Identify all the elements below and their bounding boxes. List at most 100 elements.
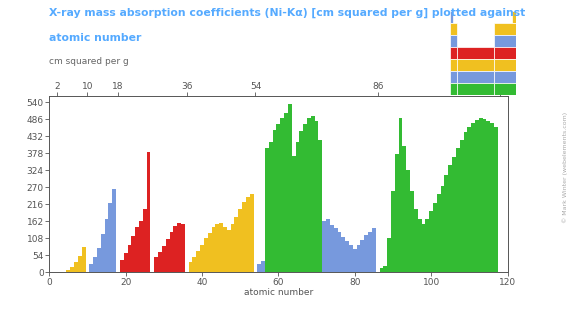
Bar [326,219,330,272]
Bar [361,240,364,272]
Bar [200,245,204,272]
Bar [311,116,315,272]
Bar [322,220,326,272]
Bar [97,248,101,272]
Bar [448,165,452,272]
Bar [269,142,273,272]
Bar [89,264,93,272]
Bar [437,194,441,272]
Bar [212,227,215,272]
Bar [357,245,361,272]
Bar [113,189,116,272]
Bar [338,232,342,272]
Bar [193,257,196,272]
Bar [93,257,97,272]
Bar [154,257,158,272]
Bar [494,23,516,35]
Bar [460,140,463,272]
Bar [292,156,296,272]
Bar [398,118,403,272]
Bar [219,223,223,272]
Bar [425,219,429,272]
Bar [494,127,498,272]
Bar [242,202,246,272]
Bar [246,197,250,272]
Bar [143,209,147,272]
Bar [457,47,494,59]
Bar [429,211,433,272]
Bar [303,124,307,272]
Bar [258,264,261,272]
Bar [234,217,238,272]
Bar [101,234,104,272]
Bar [450,23,457,35]
Bar [372,228,376,272]
Bar [108,203,113,272]
Bar [74,262,78,272]
Bar [284,113,288,272]
Bar [231,224,234,272]
Bar [513,11,516,23]
Text: X-ray mass absorption coefficients (Ni-Kα) [cm squared per g] plotted against: X-ray mass absorption coefficients (Ni-K… [49,8,525,18]
Bar [379,268,383,272]
Bar [82,247,86,272]
Bar [483,119,487,272]
Bar [457,83,494,94]
Bar [104,219,108,272]
Bar [467,127,471,272]
X-axis label: atomic number: atomic number [244,289,313,297]
Bar [273,130,277,272]
Bar [450,47,457,59]
Bar [368,232,372,272]
Bar [70,267,74,272]
Bar [169,232,173,272]
Bar [132,236,135,272]
Bar [391,191,395,272]
Bar [433,203,437,272]
Bar [418,219,422,272]
Bar [450,35,457,47]
Bar [450,83,457,94]
Bar [349,245,353,272]
Bar [238,209,242,272]
Bar [177,223,181,272]
Bar [277,124,280,272]
Bar [441,186,444,272]
Bar [444,175,448,272]
Bar [342,237,345,272]
Bar [422,224,425,272]
Bar [330,225,334,272]
Bar [463,132,467,272]
Bar [288,104,292,272]
Bar [494,71,516,83]
Bar [410,191,414,272]
Bar [395,154,398,272]
Bar [223,227,227,272]
Bar [490,123,494,272]
Bar [457,59,494,71]
Bar [124,253,128,272]
Bar [318,140,322,272]
Text: cm squared per g: cm squared per g [49,57,129,66]
Bar [204,238,208,272]
Bar [227,230,231,272]
Bar [456,148,460,272]
Bar [280,118,284,272]
Bar [265,148,269,272]
Text: © Mark Winter (webelements.com): © Mark Winter (webelements.com) [563,112,568,222]
Bar [414,209,418,272]
Bar [315,121,318,272]
Bar [494,83,516,94]
Bar [128,245,132,272]
Bar [479,118,483,272]
Text: atomic number: atomic number [49,33,142,43]
Bar [494,59,516,71]
Bar [452,157,456,272]
Bar [307,118,311,272]
Bar [475,120,479,272]
Bar [353,249,357,272]
Bar [403,146,407,272]
Bar [78,256,82,272]
Bar [494,47,516,59]
Bar [494,35,516,47]
